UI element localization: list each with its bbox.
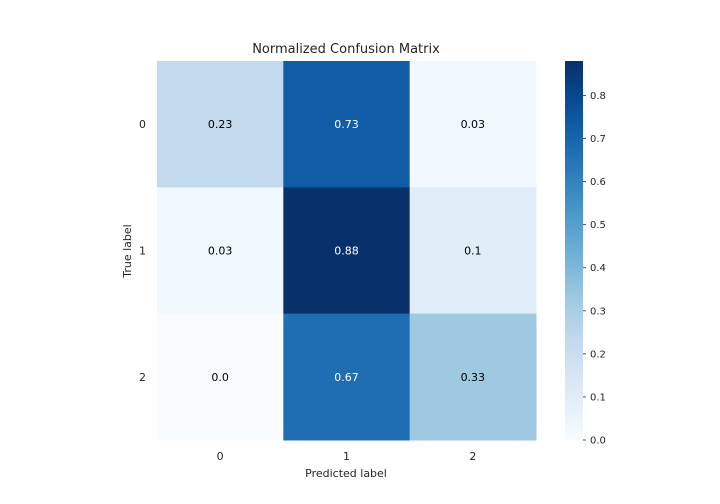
heatmap-cell — [157, 61, 284, 188]
cell-value-label: 0.1 — [464, 244, 482, 257]
heatmap-cell — [283, 187, 411, 315]
colorbar-tick-label: 0.5 — [590, 220, 606, 231]
x-tick-label: 1 — [343, 450, 350, 463]
heatmap-cell — [283, 313, 411, 441]
colorbar-tick-label: 0.0 — [590, 436, 606, 447]
cell-value-label: 0.67 — [334, 371, 359, 384]
colorbar-tick-label: 0.3 — [590, 306, 606, 317]
y-tick-label: 1 — [139, 244, 146, 257]
colorbar-tick-label: 0.6 — [590, 177, 606, 188]
heatmap-cell — [409, 61, 537, 188]
colorbar-tick-label: 0.8 — [590, 91, 606, 102]
colorbar-tick-label: 0.2 — [590, 349, 606, 360]
cell-value-label: 0.33 — [461, 371, 486, 384]
cell-value-label: 0.03 — [208, 244, 233, 257]
cell-value-label: 0.03 — [461, 118, 486, 131]
heatmap-cell — [157, 187, 284, 315]
heatmap-cell — [409, 187, 537, 315]
y-tick-label: 2 — [139, 371, 146, 384]
colorbar — [565, 61, 583, 440]
x-tick-labels: 0 1 2 — [217, 450, 477, 463]
colorbar-tick-label: 0.7 — [590, 134, 606, 145]
y-tick-labels: 0 1 2 — [139, 118, 146, 384]
colorbar-tick-label: 0.4 — [590, 263, 606, 274]
chart-title: Normalized Confusion Matrix — [252, 42, 440, 57]
cell-value-label: 0.73 — [334, 118, 359, 131]
colorbar-tick-label: 0.1 — [590, 392, 606, 403]
cell-value-label: 0.23 — [208, 118, 233, 131]
heatmap-cell — [409, 313, 537, 441]
y-tick-label: 0 — [139, 118, 146, 131]
cell-value-label: 0.88 — [334, 244, 359, 257]
heatmap-cell — [283, 61, 411, 188]
heatmap-cell — [157, 313, 284, 441]
x-axis-label: Predicted label — [305, 467, 387, 480]
heatmap-cell-labels: 0.23 0.73 0.03 0.03 0.88 0.1 0.0 0.67 0.33 — [208, 118, 485, 384]
heatmap-cells — [157, 61, 537, 441]
cell-value-label: 0.0 — [211, 371, 229, 384]
y-axis-label: True label — [121, 224, 134, 278]
x-tick-label: 0 — [217, 450, 224, 463]
colorbar-ticks: 0.0 0.1 0.2 0.3 0.4 0.5 0.6 0.7 0.8 — [583, 91, 606, 447]
x-tick-label: 2 — [469, 450, 476, 463]
